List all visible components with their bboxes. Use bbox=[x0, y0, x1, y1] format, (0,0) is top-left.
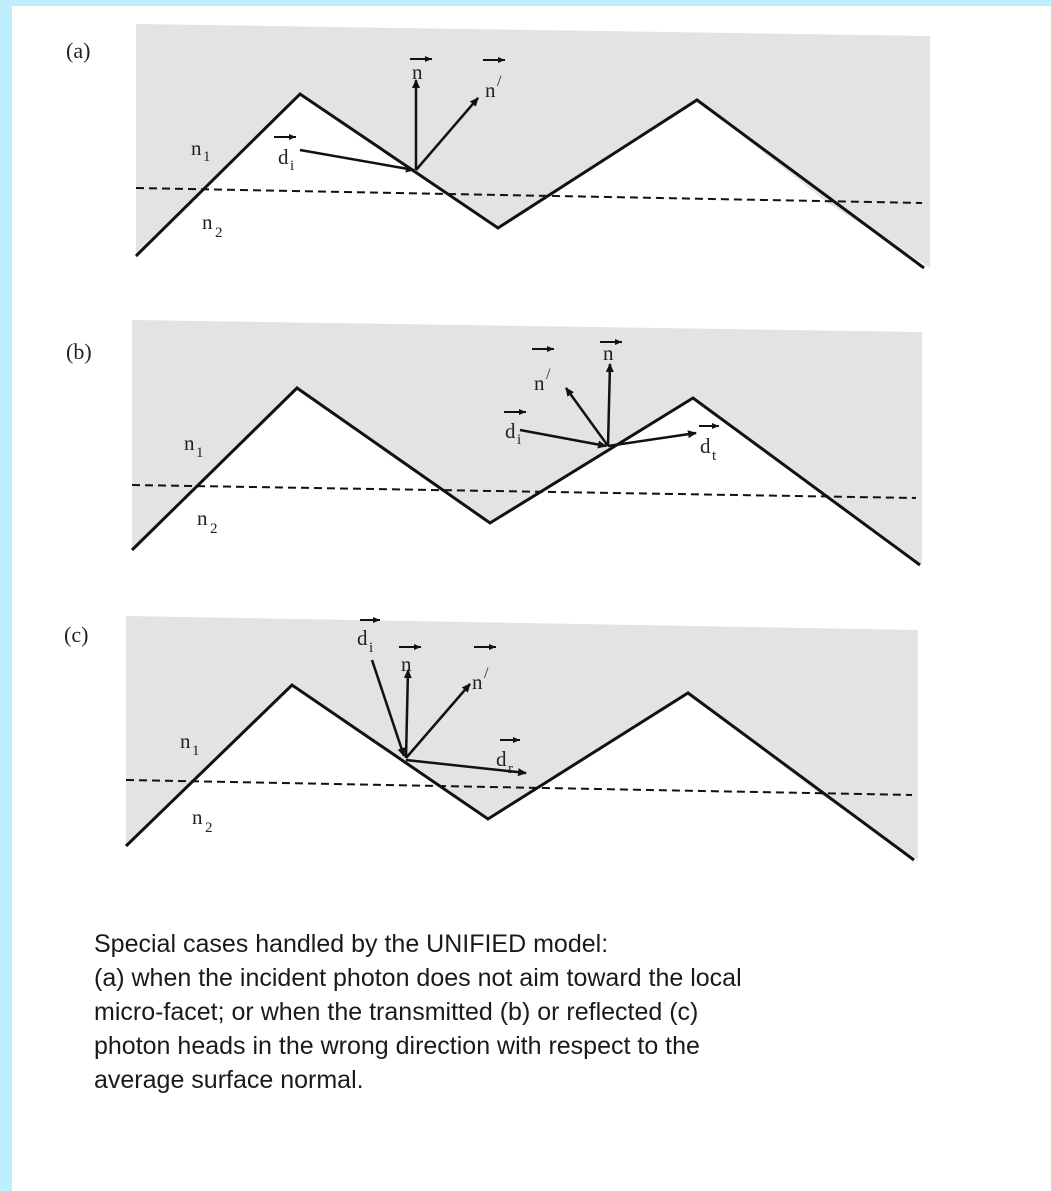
transmitted-arrow bbox=[607, 430, 697, 448]
panel-a-label: (a) bbox=[66, 38, 91, 63]
incident-subscript: i bbox=[369, 640, 373, 656]
incident-symbol: d bbox=[505, 419, 516, 443]
reflected-arrow bbox=[405, 758, 527, 777]
left-border bbox=[0, 0, 12, 1191]
n2-symbol: n bbox=[202, 210, 213, 234]
n2-subscript: 2 bbox=[210, 521, 218, 537]
caption-line: photon heads in the wrong direction with… bbox=[94, 1032, 700, 1060]
caption-line: average surface normal. bbox=[94, 1066, 364, 1094]
average-surface-line bbox=[131, 484, 917, 499]
rough-surface bbox=[134, 92, 925, 270]
n2-symbol: n bbox=[197, 506, 208, 530]
incident-subscript: i bbox=[290, 158, 294, 174]
reflected-symbol: d bbox=[496, 747, 507, 771]
transmitted-symbol: d bbox=[700, 434, 711, 458]
caption-line: (a) when the incident photon does not ai… bbox=[94, 964, 742, 992]
facet-normal-symbol: n bbox=[485, 78, 496, 102]
facet-normal-arrow bbox=[405, 683, 471, 759]
rough-surface bbox=[130, 386, 921, 567]
caption-line: Special cases handled by the UNIFIED mod… bbox=[94, 930, 609, 958]
average-surface-line bbox=[125, 779, 913, 796]
normal-symbol: n bbox=[412, 60, 423, 84]
n1-subscript: 1 bbox=[196, 445, 204, 461]
prime-mark: / bbox=[484, 665, 489, 682]
incident-symbol: d bbox=[357, 626, 368, 650]
figure-caption: Special cases handled by the UNIFIED mod… bbox=[94, 927, 994, 1097]
panel-c-diagram: d i n n / d r n 1 n 2 bbox=[124, 616, 918, 862]
normal-arrow bbox=[605, 363, 614, 447]
average-surface-line bbox=[135, 187, 923, 204]
medium-region bbox=[126, 616, 918, 860]
incident-arrow bbox=[370, 659, 406, 757]
n1-symbol: n bbox=[184, 431, 195, 455]
transmitted-subscript: t bbox=[712, 448, 717, 464]
panel-c-label: (c) bbox=[64, 622, 89, 647]
caption-line: micro-facet; or when the transmitted (b)… bbox=[94, 998, 699, 1026]
n2-subscript: 2 bbox=[205, 820, 213, 836]
rough-surface bbox=[124, 683, 915, 862]
normal-symbol: n bbox=[603, 341, 614, 365]
n1-subscript: 1 bbox=[192, 743, 200, 759]
normal-arrow bbox=[403, 669, 412, 759]
incident-subscript: i bbox=[517, 432, 521, 448]
facet-normal-symbol: n bbox=[534, 371, 545, 395]
facet-normal-arrow bbox=[564, 387, 610, 447]
prime-mark: / bbox=[497, 73, 502, 90]
n1-symbol: n bbox=[180, 729, 191, 753]
incident-arrow bbox=[519, 428, 607, 449]
incident-arrow bbox=[299, 148, 415, 173]
reflected-subscript: r bbox=[508, 761, 513, 777]
facet-normal-symbol: n bbox=[472, 670, 483, 694]
top-border bbox=[0, 0, 1051, 6]
normal-symbol: n bbox=[401, 652, 412, 676]
medium-region bbox=[132, 320, 922, 565]
panel-a-diagram: n n / d i n 1 n 2 bbox=[134, 24, 930, 270]
medium-region bbox=[136, 24, 930, 268]
n2-subscript: 2 bbox=[215, 225, 223, 241]
n1-symbol: n bbox=[191, 136, 202, 160]
incident-symbol: d bbox=[278, 145, 289, 169]
n1-subscript: 1 bbox=[203, 149, 211, 165]
facet-normal-arrow bbox=[415, 97, 479, 171]
prime-mark: / bbox=[546, 366, 551, 383]
panel-b-label: (b) bbox=[66, 339, 92, 364]
panel-b-diagram: n n / d i d t n 1 n 2 bbox=[130, 320, 922, 567]
n2-symbol: n bbox=[192, 805, 203, 829]
